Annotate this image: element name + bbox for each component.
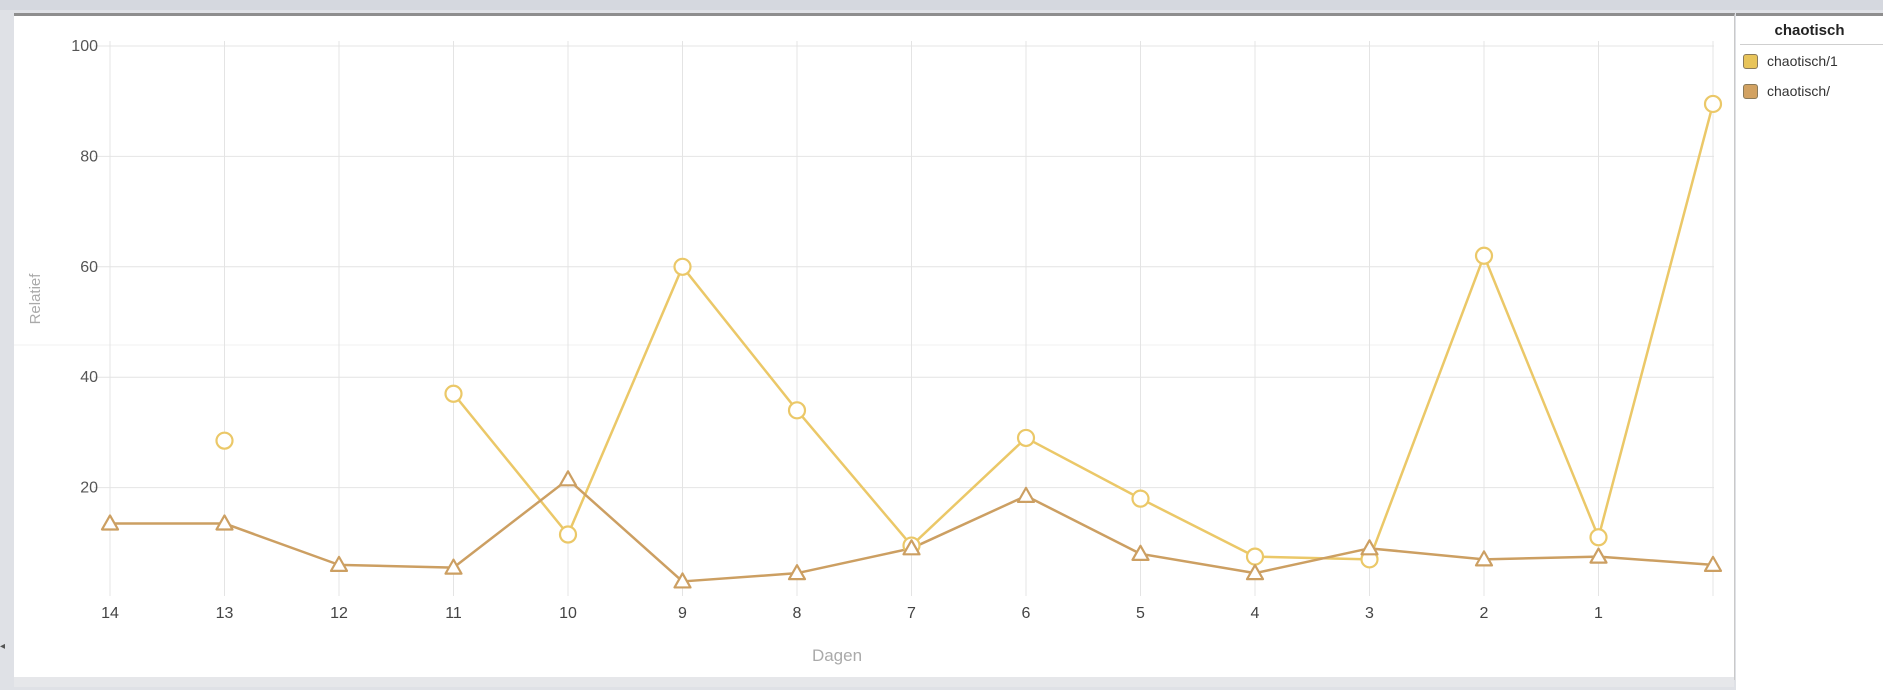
- data-point-triangle: [673, 572, 692, 589]
- legend-title: chaotisch: [1774, 22, 1845, 39]
- data-point-triangle: [1016, 486, 1036, 503]
- data-point-circle: [1016, 428, 1036, 448]
- legend-item-chaotisch-1[interactable]: chaotisch/1: [1743, 50, 1838, 72]
- x-tick-label: 5: [1136, 605, 1145, 622]
- x-tick-label: 9: [678, 605, 687, 622]
- data-point-circle: [1474, 246, 1494, 265]
- legend-item-chaotisch[interactable]: chaotisch/: [1743, 80, 1830, 102]
- data-point-triangle: [1360, 539, 1379, 556]
- x-axis-label: Dagen: [812, 646, 862, 665]
- data-point-triangle: [1131, 544, 1150, 561]
- data-point-triangle: [329, 555, 349, 572]
- data-point-circle: [1245, 547, 1265, 566]
- axes: 20 40 60 80 100 14 13 12 11 10 9 8 7 6 5 4 3 2 1: [71, 38, 1603, 622]
- data-point-circle: [1589, 528, 1608, 547]
- x-tick-label: 14: [101, 605, 119, 622]
- grid: [14, 41, 1714, 596]
- legend-swatch-icon: [1743, 83, 1758, 99]
- data-point-circle: [787, 401, 807, 420]
- x-tick-label: 4: [1251, 605, 1260, 622]
- data-point-triangle: [902, 539, 921, 556]
- x-tick-label: 1: [1594, 605, 1603, 622]
- data-point-triangle: [787, 564, 807, 581]
- data-point-triangle: [558, 470, 578, 487]
- legend-item-label: chaotisch/1: [1767, 53, 1838, 69]
- data-point-circle: [1131, 489, 1150, 508]
- data-point-triangle: [1703, 555, 1723, 572]
- y-tick-label: 60: [80, 259, 98, 276]
- data-point-triangle: [444, 558, 463, 575]
- data-point-circle: [444, 384, 463, 403]
- x-tick-label: 7: [907, 605, 916, 622]
- series-markers: [100, 94, 1723, 589]
- data-point-circle: [1703, 94, 1723, 114]
- data-point-circle: [673, 257, 692, 276]
- window-top-strip: [0, 0, 1883, 10]
- y-tick-label: 20: [80, 480, 98, 497]
- x-tick-label: 13: [216, 605, 234, 622]
- x-tick-label: 2: [1480, 605, 1489, 622]
- data-point-triangle: [215, 514, 234, 531]
- legend-divider: [1740, 44, 1883, 45]
- x-tick-label: 3: [1365, 605, 1374, 622]
- series-line-1: [452, 103, 1715, 561]
- y-axis-label: Relatief: [27, 273, 44, 325]
- y-tick-label: 100: [71, 38, 98, 55]
- legend-panel: chaotisch chaotisch/1 chaotisch/: [1736, 13, 1883, 690]
- window-bottom-strip: [14, 677, 1734, 687]
- data-point-triangle: [1245, 564, 1265, 581]
- legend-swatch-icon: [1743, 53, 1758, 69]
- data-point-triangle: [100, 514, 120, 531]
- x-tick-label: 12: [330, 605, 348, 622]
- resize-handle-icon[interactable]: ◂: [0, 641, 6, 652]
- legend-item-label: chaotisch/: [1767, 83, 1831, 99]
- y-tick-label: 40: [80, 369, 98, 386]
- data-point-triangle: [1474, 550, 1494, 567]
- data-point-circle: [215, 431, 234, 450]
- x-tick-label: 6: [1022, 605, 1031, 622]
- x-tick-label: 11: [445, 605, 462, 622]
- x-tick-label: 8: [793, 605, 802, 622]
- data-point-circle: [558, 525, 578, 544]
- chart-panel: 20 40 60 80 100 14 13 12 11 10 9 8 7 6 5 4 3 2 1 Relatief …: [14, 13, 1735, 680]
- x-tick-label: 10: [559, 605, 577, 622]
- y-tick-label: 80: [80, 148, 98, 165]
- data-point-triangle: [1589, 547, 1608, 564]
